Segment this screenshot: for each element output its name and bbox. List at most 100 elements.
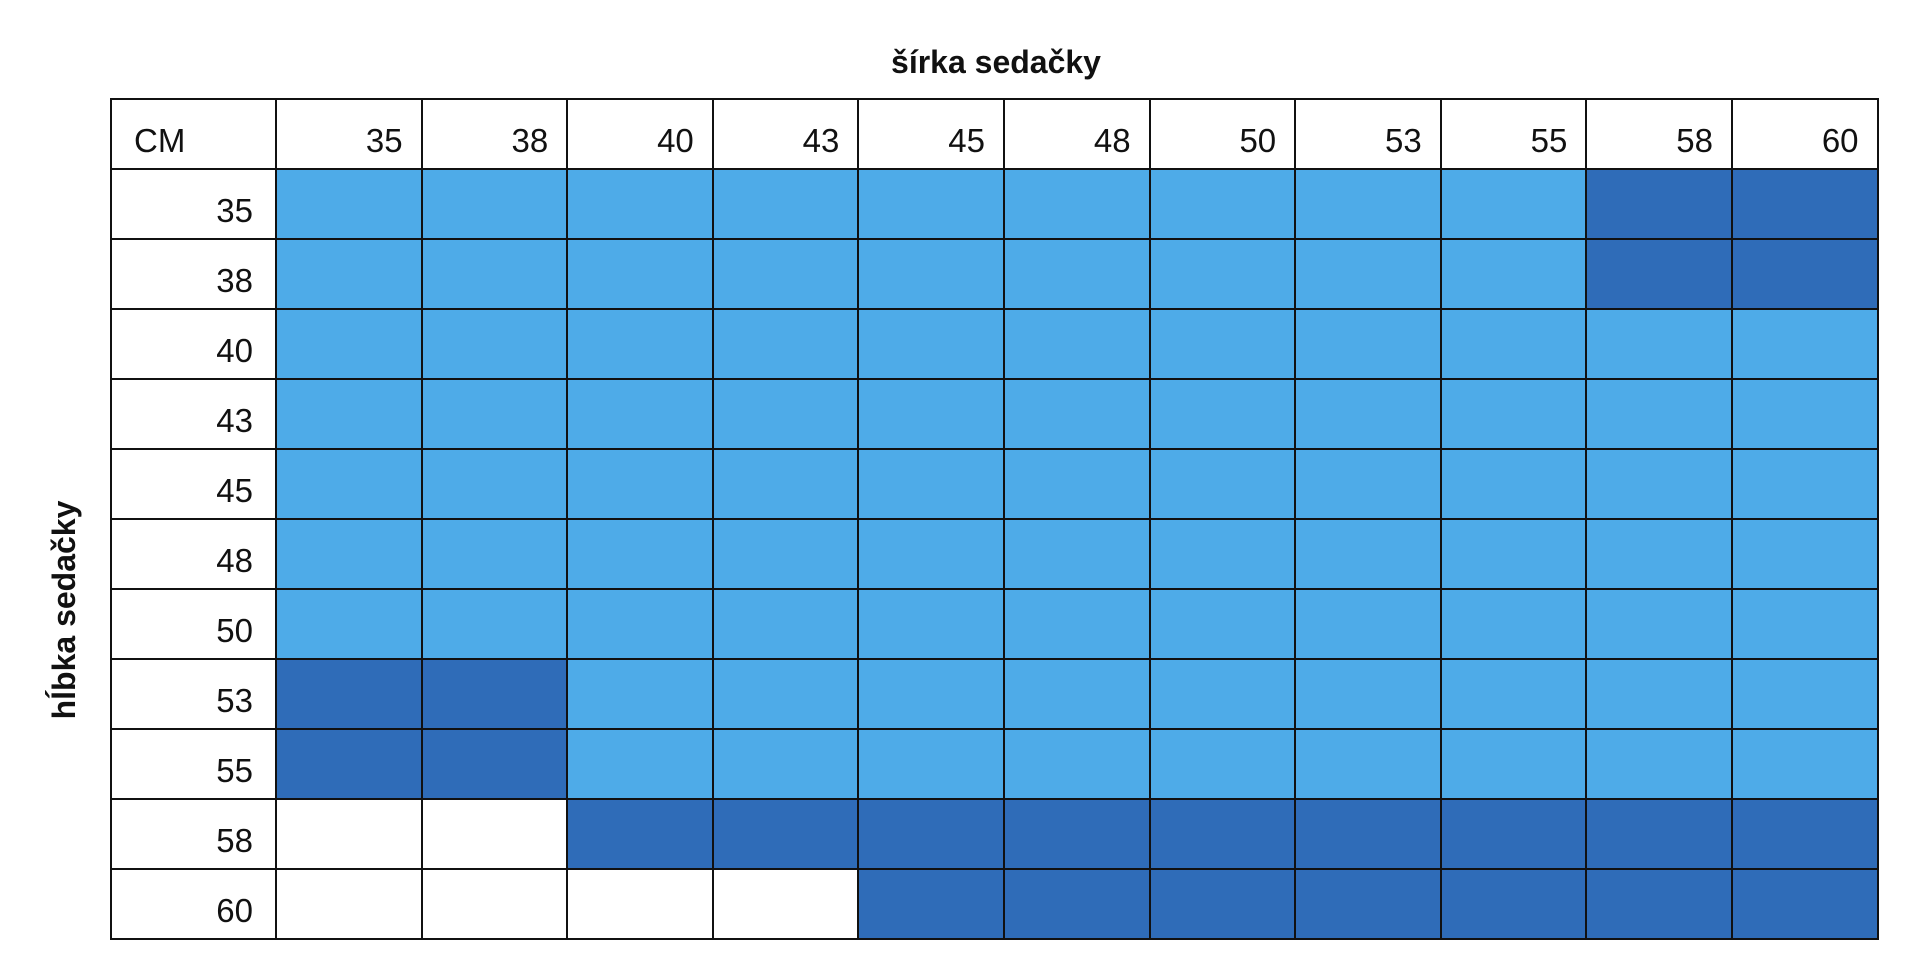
heatmap-cell-38-50 bbox=[1150, 240, 1297, 310]
heatmap-cell-38-40 bbox=[568, 240, 714, 310]
heatmap-cell-48-60 bbox=[1732, 520, 1879, 590]
heatmap-cell-35-53 bbox=[1296, 170, 1442, 240]
heatmap-cell-58-53 bbox=[1296, 800, 1442, 870]
row-header-50: 50 bbox=[112, 590, 277, 660]
heatmap-cell-40-58 bbox=[1587, 310, 1733, 380]
heatmap-cell-35-60 bbox=[1732, 170, 1879, 240]
heatmap-cell-55-53 bbox=[1296, 730, 1442, 800]
heatmap-cell-60-53 bbox=[1296, 870, 1442, 940]
heatmap-cell-50-45 bbox=[859, 590, 1005, 660]
heatmap-cell-53-50 bbox=[1150, 660, 1297, 730]
heatmap-cell-40-38 bbox=[422, 310, 569, 380]
heatmap-cell-40-45 bbox=[859, 310, 1005, 380]
heatmap-cell-38-38 bbox=[422, 240, 569, 310]
heatmap-cell-43-45 bbox=[859, 380, 1005, 450]
heatmap-cell-50-48 bbox=[1004, 590, 1151, 660]
heatmap-cell-55-43 bbox=[713, 730, 860, 800]
heatmap-cell-58-60 bbox=[1732, 800, 1879, 870]
heatmap-cell-48-38 bbox=[422, 520, 569, 590]
column-header-53: 53 bbox=[1296, 100, 1442, 170]
heatmap-cell-45-58 bbox=[1587, 450, 1733, 520]
heatmap-cell-43-43 bbox=[713, 380, 860, 450]
heatmap-cell-35-43 bbox=[713, 170, 860, 240]
column-header-48: 48 bbox=[1004, 100, 1151, 170]
heatmap-cell-55-58 bbox=[1587, 730, 1733, 800]
heatmap-cell-60-40 bbox=[568, 870, 714, 940]
heatmap-cell-50-50 bbox=[1150, 590, 1297, 660]
heatmap-cell-50-60 bbox=[1732, 590, 1879, 660]
heatmap-cell-53-60 bbox=[1732, 660, 1879, 730]
heatmap-cell-45-40 bbox=[568, 450, 714, 520]
column-header-43: 43 bbox=[713, 100, 860, 170]
heatmap-cell-45-48 bbox=[1004, 450, 1151, 520]
heatmap-cell-35-58 bbox=[1587, 170, 1733, 240]
heatmap-cell-58-43 bbox=[713, 800, 860, 870]
heatmap-cell-45-45 bbox=[859, 450, 1005, 520]
heatmap-cell-35-45 bbox=[859, 170, 1005, 240]
heatmap-cell-50-40 bbox=[568, 590, 714, 660]
heatmap-cell-45-35 bbox=[277, 450, 423, 520]
heatmap-cell-45-50 bbox=[1150, 450, 1297, 520]
heatmap-cell-55-50 bbox=[1150, 730, 1297, 800]
heatmap-cell-43-35 bbox=[277, 380, 423, 450]
heatmap-cell-48-35 bbox=[277, 520, 423, 590]
heatmap-cell-38-60 bbox=[1732, 240, 1879, 310]
row-header-53: 53 bbox=[112, 660, 277, 730]
column-header-58: 58 bbox=[1587, 100, 1733, 170]
heatmap-cell-58-38 bbox=[422, 800, 569, 870]
heatmap-cell-60-58 bbox=[1587, 870, 1733, 940]
heatmap-cell-38-35 bbox=[277, 240, 423, 310]
heatmap-cell-55-45 bbox=[859, 730, 1005, 800]
heatmap-cell-35-40 bbox=[568, 170, 714, 240]
heatmap-cell-38-45 bbox=[859, 240, 1005, 310]
row-header-40: 40 bbox=[112, 310, 277, 380]
heatmap-cell-43-40 bbox=[568, 380, 714, 450]
column-header-45: 45 bbox=[859, 100, 1005, 170]
heatmap-cell-53-45 bbox=[859, 660, 1005, 730]
heatmap-cell-60-38 bbox=[422, 870, 569, 940]
heatmap-cell-43-50 bbox=[1150, 380, 1297, 450]
heatmap-cell-58-48 bbox=[1004, 800, 1151, 870]
heatmap-cell-58-35 bbox=[277, 800, 423, 870]
corner-unit-label: CM bbox=[112, 100, 277, 170]
heatmap-cell-38-55 bbox=[1441, 240, 1588, 310]
heatmap-cell-35-35 bbox=[277, 170, 423, 240]
heatmap-cell-58-50 bbox=[1150, 800, 1297, 870]
heatmap-cell-43-48 bbox=[1004, 380, 1151, 450]
row-header-55: 55 bbox=[112, 730, 277, 800]
heatmap-cell-48-40 bbox=[568, 520, 714, 590]
heatmap-cell-43-58 bbox=[1587, 380, 1733, 450]
row-header-48: 48 bbox=[112, 520, 277, 590]
heatmap-cell-48-58 bbox=[1587, 520, 1733, 590]
heatmap-cell-40-48 bbox=[1004, 310, 1151, 380]
heatmap-cell-50-35 bbox=[277, 590, 423, 660]
heatmap-cell-60-35 bbox=[277, 870, 423, 940]
heatmap-cell-60-48 bbox=[1004, 870, 1151, 940]
row-header-45: 45 bbox=[112, 450, 277, 520]
heatmap-cell-60-43 bbox=[713, 870, 860, 940]
heatmap-cell-48-43 bbox=[713, 520, 860, 590]
heatmap-cell-55-35 bbox=[277, 730, 423, 800]
heatmap-cell-40-53 bbox=[1296, 310, 1442, 380]
heatmap-cell-48-55 bbox=[1441, 520, 1588, 590]
heatmap-cell-53-48 bbox=[1004, 660, 1151, 730]
heatmap-cell-40-43 bbox=[713, 310, 860, 380]
heatmap-cell-35-38 bbox=[422, 170, 569, 240]
heatmap-cell-55-60 bbox=[1732, 730, 1879, 800]
heatmap-cell-50-38 bbox=[422, 590, 569, 660]
row-header-60: 60 bbox=[112, 870, 277, 940]
heatmap-cell-43-55 bbox=[1441, 380, 1588, 450]
heatmap-cell-60-50 bbox=[1150, 870, 1297, 940]
heatmap-cell-55-48 bbox=[1004, 730, 1151, 800]
heatmap-cell-45-53 bbox=[1296, 450, 1442, 520]
heatmap-cell-45-43 bbox=[713, 450, 860, 520]
heatmap-cell-53-43 bbox=[713, 660, 860, 730]
heatmap-cell-60-55 bbox=[1441, 870, 1588, 940]
heatmap-cell-53-55 bbox=[1441, 660, 1588, 730]
heatmap-cell-53-35 bbox=[277, 660, 423, 730]
heatmap-cell-43-38 bbox=[422, 380, 569, 450]
heatmap-cell-40-50 bbox=[1150, 310, 1297, 380]
heatmap-cell-38-58 bbox=[1587, 240, 1733, 310]
heatmap-cell-35-50 bbox=[1150, 170, 1297, 240]
heatmap-cell-55-40 bbox=[568, 730, 714, 800]
